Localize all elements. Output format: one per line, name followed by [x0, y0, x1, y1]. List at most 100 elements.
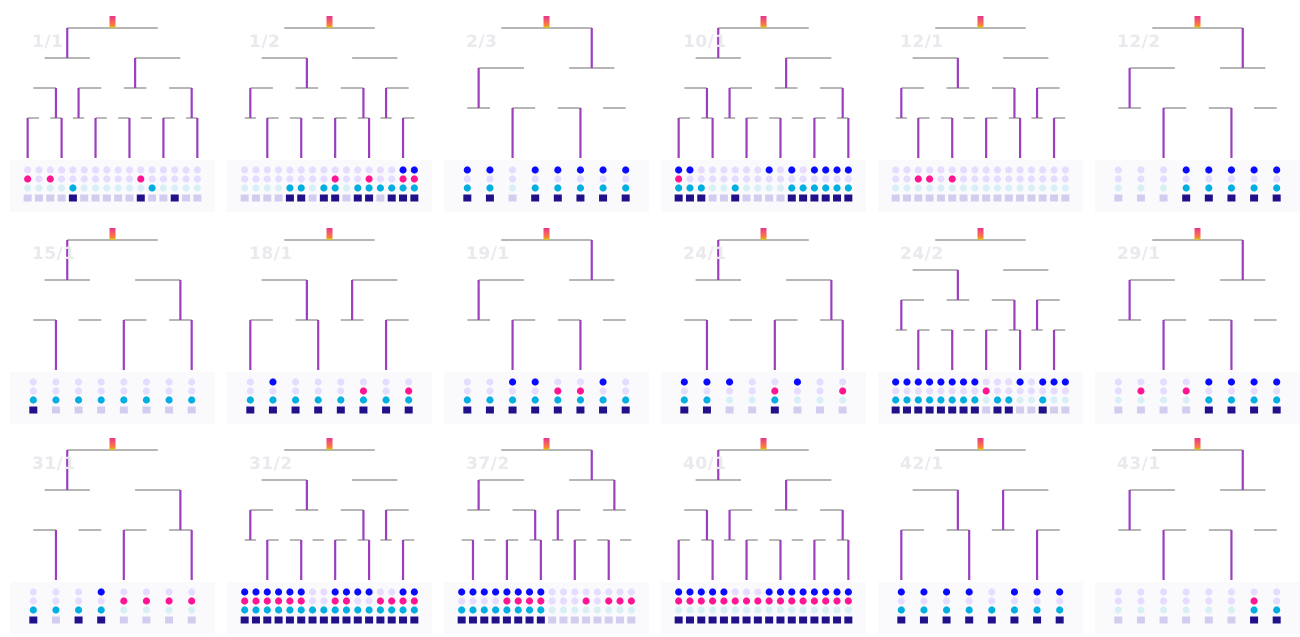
trait-marker [1114, 194, 1123, 202]
trait-marker [799, 175, 807, 183]
trait-marker [263, 606, 271, 614]
trait-marker [1016, 184, 1024, 192]
trait-marker [410, 184, 418, 192]
trait-marker [171, 166, 179, 174]
trait-marker [297, 166, 305, 174]
trait-marker [576, 378, 585, 386]
trait-marker [165, 387, 173, 395]
tree-panel: 24/1 [661, 222, 866, 427]
trait-marker [241, 175, 249, 183]
trait-marker [680, 396, 688, 404]
trait-marker [697, 597, 705, 605]
trait-marker [342, 194, 351, 202]
trait-marker [382, 378, 390, 386]
trait-marker [531, 184, 539, 192]
trait-marker [1027, 387, 1036, 395]
trait-marker [582, 616, 591, 624]
trait-marker [241, 184, 249, 192]
trait-marker [252, 597, 260, 605]
trait-marker [731, 194, 740, 202]
trait-marker [388, 597, 396, 605]
trait-marker [686, 606, 694, 614]
trait-marker [1159, 175, 1168, 183]
trait-marker [365, 616, 374, 624]
panel-label: 37/2 [466, 454, 510, 474]
trait-marker [376, 184, 385, 192]
trait-marker [1272, 194, 1281, 202]
trait-marker [1005, 175, 1013, 183]
root-stem [109, 438, 116, 450]
trait-marker [675, 184, 683, 192]
trait-marker [308, 194, 317, 202]
trait-marker [263, 175, 271, 183]
trait-marker [822, 588, 830, 596]
marker-band [878, 372, 1083, 424]
trait-marker [74, 406, 83, 414]
trait-marker [971, 175, 979, 183]
trait-marker [765, 588, 773, 596]
marker-band [10, 582, 215, 634]
trait-marker [263, 184, 271, 192]
tree-panel: 24/2 [878, 222, 1083, 427]
trait-marker [920, 597, 928, 605]
trait-marker [463, 378, 471, 386]
trait-marker [263, 166, 271, 174]
trait-marker [793, 387, 802, 395]
trait-marker [171, 175, 179, 183]
trait-marker [486, 175, 494, 183]
trait-marker [263, 597, 271, 605]
trait-marker [463, 387, 471, 395]
trait-marker [240, 616, 249, 624]
trait-marker [269, 378, 277, 386]
trait-marker [342, 175, 351, 183]
trait-marker [810, 194, 819, 202]
trait-marker [410, 597, 418, 605]
trait-marker [252, 588, 260, 596]
trait-marker [537, 597, 545, 605]
panel-label: 10/1 [683, 32, 727, 52]
trait-marker [35, 175, 43, 183]
trait-marker [948, 406, 957, 414]
trait-marker [1114, 166, 1122, 174]
trait-marker [274, 184, 283, 192]
trait-marker [844, 184, 852, 192]
tree-panel: 1/1 [10, 10, 215, 215]
trait-marker [274, 606, 283, 614]
trait-marker [776, 616, 785, 624]
trait-marker [508, 175, 517, 183]
trait-marker [97, 378, 105, 386]
trait-marker [46, 166, 54, 174]
trait-marker [925, 396, 934, 404]
trait-marker [982, 406, 991, 414]
trait-marker [74, 606, 83, 614]
trait-marker [120, 396, 128, 404]
trait-marker [948, 396, 956, 404]
trait-marker [1039, 378, 1047, 386]
trait-marker [120, 378, 128, 386]
trait-marker [159, 184, 168, 192]
trait-marker [903, 175, 911, 183]
trait-marker [903, 166, 911, 174]
trait-marker [765, 166, 773, 174]
trait-marker [376, 588, 385, 596]
trait-marker [1159, 184, 1168, 192]
trait-marker [821, 616, 830, 624]
trait-marker [680, 378, 688, 386]
trait-marker [1273, 597, 1281, 605]
trait-marker [1159, 194, 1168, 202]
trait-marker [754, 166, 762, 174]
trait-marker [97, 588, 105, 596]
trait-marker [1250, 606, 1258, 614]
trait-marker [376, 166, 385, 174]
trait-marker [188, 597, 196, 605]
trait-marker [748, 406, 757, 414]
trait-marker [68, 194, 77, 202]
trait-marker [936, 194, 945, 202]
trait-marker [914, 378, 922, 386]
trait-marker [1114, 406, 1123, 414]
trait-marker [125, 194, 134, 202]
dendrogram-svg [444, 438, 649, 634]
trait-marker [193, 184, 201, 192]
trait-marker [331, 194, 340, 202]
trait-marker [993, 396, 1002, 404]
